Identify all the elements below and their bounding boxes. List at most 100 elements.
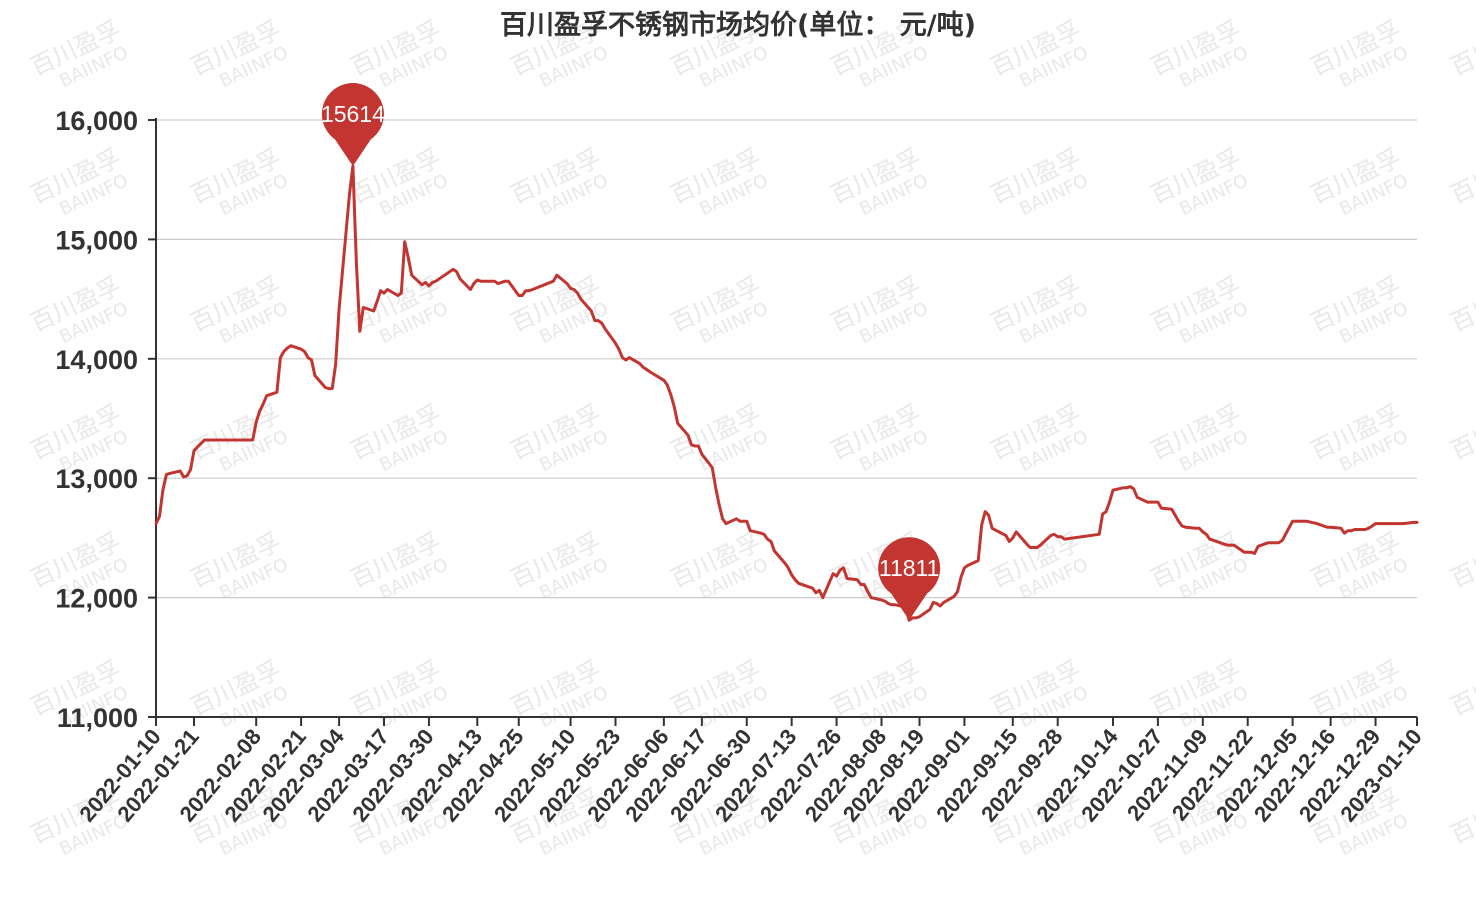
data-point bbox=[531, 288, 534, 291]
data-point bbox=[576, 291, 579, 295]
data-point bbox=[1174, 514, 1177, 517]
data-point bbox=[496, 282, 500, 285]
watermark-text-cn: 百川盈孚 bbox=[1446, 400, 1476, 466]
data-point bbox=[527, 289, 531, 292]
data-point bbox=[1170, 508, 1173, 511]
data-point bbox=[690, 443, 693, 446]
data-point bbox=[793, 578, 797, 581]
data-point bbox=[210, 438, 213, 442]
data-point bbox=[666, 383, 669, 387]
data-point bbox=[787, 566, 790, 569]
data-point bbox=[382, 291, 386, 295]
data-point bbox=[963, 566, 966, 569]
data-point bbox=[206, 438, 209, 442]
data-point bbox=[458, 277, 462, 280]
data-point bbox=[762, 533, 766, 536]
data-point bbox=[766, 537, 769, 541]
data-point bbox=[493, 280, 496, 283]
data-point bbox=[424, 281, 427, 284]
data-point bbox=[1377, 522, 1381, 525]
data-point bbox=[410, 274, 413, 277]
data-point bbox=[1243, 551, 1246, 554]
data-point bbox=[1326, 526, 1329, 529]
data-points bbox=[154, 164, 1419, 622]
data-point bbox=[362, 306, 365, 309]
data-point bbox=[628, 356, 631, 359]
data-point bbox=[811, 586, 814, 590]
data-point bbox=[769, 540, 773, 543]
data-point bbox=[1374, 522, 1377, 525]
data-point bbox=[192, 449, 196, 452]
data-point bbox=[1412, 521, 1415, 524]
data-point bbox=[1277, 541, 1281, 544]
data-point bbox=[1056, 535, 1059, 538]
data-point bbox=[742, 520, 745, 523]
data-point bbox=[258, 410, 261, 413]
data-point bbox=[217, 438, 220, 442]
data-point bbox=[907, 619, 911, 622]
data-point bbox=[648, 370, 652, 374]
data-point bbox=[662, 379, 666, 382]
data-point bbox=[372, 309, 375, 313]
data-point bbox=[400, 291, 403, 295]
data-point bbox=[942, 601, 945, 604]
data-point bbox=[286, 346, 289, 350]
data-point bbox=[1032, 546, 1035, 549]
data-point bbox=[1339, 527, 1343, 530]
data-point bbox=[472, 282, 475, 285]
data-point bbox=[597, 319, 600, 322]
data-point bbox=[1246, 551, 1249, 554]
data-point bbox=[1298, 520, 1301, 523]
data-point bbox=[179, 469, 182, 473]
data-point bbox=[275, 391, 279, 394]
data-point bbox=[600, 321, 603, 325]
data-point bbox=[673, 405, 676, 408]
data-point bbox=[521, 294, 524, 297]
data-point bbox=[1346, 529, 1350, 532]
data-point bbox=[168, 472, 171, 475]
data-point bbox=[749, 529, 752, 532]
data-point bbox=[154, 522, 158, 525]
data-point bbox=[1136, 496, 1139, 499]
data-point bbox=[469, 288, 472, 291]
data-point bbox=[807, 585, 811, 589]
data-point bbox=[1274, 541, 1277, 544]
series bbox=[154, 164, 1419, 622]
data-point bbox=[1049, 534, 1053, 537]
data-point bbox=[1395, 522, 1398, 525]
data-point bbox=[434, 280, 437, 283]
markers: 15614 11811 bbox=[321, 83, 941, 621]
data-point bbox=[1156, 500, 1160, 504]
data-point bbox=[603, 327, 607, 331]
data-point bbox=[1205, 533, 1208, 536]
data-point bbox=[1270, 541, 1274, 544]
data-point bbox=[1149, 500, 1153, 504]
data-point bbox=[918, 615, 921, 618]
data-point bbox=[1060, 535, 1063, 538]
data-point bbox=[407, 256, 410, 259]
data-point bbox=[866, 590, 869, 593]
data-point bbox=[1208, 537, 1211, 541]
data-point bbox=[1011, 536, 1014, 540]
min-pin-label: 11811 bbox=[879, 555, 940, 581]
data-point bbox=[299, 348, 303, 351]
data-point bbox=[303, 350, 306, 353]
data-point bbox=[1305, 520, 1308, 523]
